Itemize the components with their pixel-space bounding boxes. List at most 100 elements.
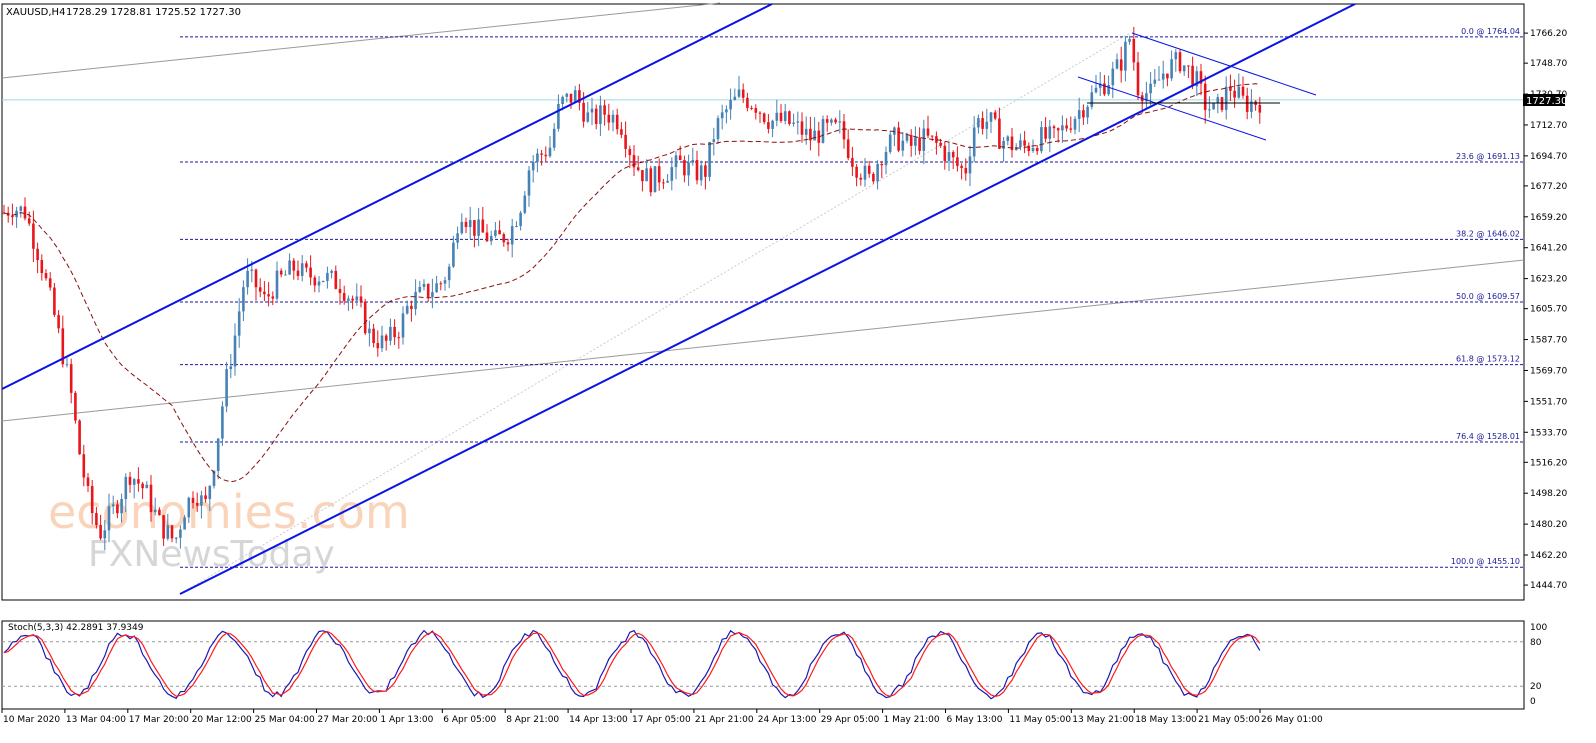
stoch-tick-label: 100 [1530, 623, 1547, 633]
x-tick-label: 20 Mar 12:00 [192, 715, 252, 725]
candle-body [1098, 83, 1102, 88]
candle-body [435, 283, 438, 293]
candle-body [48, 278, 52, 288]
candle-body [321, 280, 325, 282]
candle-body [103, 530, 107, 539]
candle-body [842, 121, 846, 140]
candle-body [116, 504, 119, 514]
candle-body [384, 335, 388, 341]
candle-body [359, 296, 363, 302]
candle-body [1077, 110, 1081, 119]
candle-body [149, 484, 153, 513]
candle-body [922, 128, 926, 151]
x-tick-label: 26 May 01:00 [1261, 715, 1323, 725]
x-tick-label: 17 Mar 20:00 [129, 715, 189, 725]
candle-body [397, 337, 401, 339]
x-tick-label: 13 Mar 04:00 [66, 715, 126, 725]
candle-body [813, 130, 816, 141]
candle-body [804, 128, 808, 135]
candle-body [548, 147, 552, 157]
candle-body [985, 121, 989, 129]
candle-body [733, 96, 737, 101]
x-tick-label: 18 May 13:00 [1135, 715, 1197, 725]
y-tick-label: 1480.20 [1530, 520, 1567, 530]
candle-body [678, 155, 682, 161]
candle-body [200, 495, 203, 506]
candle-body [741, 89, 745, 98]
y-tick-label: 1498.20 [1530, 489, 1567, 499]
candle-body [876, 163, 879, 182]
candle-body [624, 134, 627, 149]
candle-body [561, 96, 564, 104]
candle-body [351, 298, 354, 301]
candle-body [61, 328, 65, 365]
x-tick-label: 1 May 21:00 [884, 715, 940, 725]
x-tick-label: 11 May 05:00 [1009, 715, 1071, 725]
candle-body [905, 134, 909, 141]
candle-body [783, 111, 787, 121]
candle-body [44, 273, 48, 279]
candle-body [158, 509, 161, 516]
candle-body [162, 515, 165, 539]
candle-body [767, 122, 770, 129]
x-tick-label: 24 Apr 13:00 [758, 715, 817, 725]
x-tick-label: 6 May 13:00 [947, 715, 1003, 725]
x-tick-label: 1 Apr 13:00 [380, 715, 433, 725]
candle-body [195, 502, 199, 506]
fib-trendline [179, 32, 1131, 595]
candle-body [989, 112, 993, 122]
candle-body [485, 232, 489, 242]
candle-body [1216, 97, 1220, 103]
candle-body [132, 479, 136, 485]
candle-body [918, 137, 921, 151]
candle-body [422, 283, 426, 287]
candle-body [1027, 145, 1031, 151]
candle-body [851, 158, 854, 167]
candle-body [930, 135, 934, 137]
y-tick-label: 1641.20 [1530, 244, 1567, 254]
candle-body [137, 479, 140, 484]
candle-body [1233, 90, 1236, 98]
main-panel-border [1, 3, 1525, 601]
ma-line [3, 83, 1260, 483]
candle-body [1056, 128, 1060, 131]
candle-body [758, 112, 762, 114]
candle-body [884, 151, 888, 166]
fib-level-label: 50.0 @ 1609.57 [1456, 292, 1520, 301]
candle-body [473, 220, 476, 236]
candle-body [796, 121, 800, 123]
x-tick-label: 21 May 05:00 [1198, 715, 1260, 725]
candle-body [1006, 136, 1010, 141]
candle-body [242, 287, 245, 312]
candle-body [998, 118, 1001, 149]
candle-body [69, 364, 73, 393]
candle-body [716, 118, 720, 140]
candle-body [1061, 125, 1064, 131]
candle-body [216, 438, 220, 471]
moving-average [3, 83, 1260, 483]
x-tick-label: 25 Mar 04:00 [255, 715, 315, 725]
candle-body [510, 226, 514, 245]
stoch-tick-label: 0 [1530, 697, 1536, 707]
fib-level-label: 61.8 @ 1573.12 [1456, 355, 1520, 364]
candle-body [544, 154, 548, 157]
candle-body [342, 293, 346, 301]
candle-body [1023, 140, 1026, 146]
candle-body [1019, 140, 1022, 148]
x-tick-label: 13 May 21:00 [1072, 715, 1134, 725]
candle-body [1245, 95, 1249, 112]
candle-body [636, 167, 640, 171]
candle-body [82, 454, 86, 478]
candle-body [23, 206, 27, 219]
candle-body [334, 270, 338, 289]
y-tick-label: 1444.70 [1530, 581, 1567, 591]
candle-body [426, 283, 430, 298]
ref-line-upper [1, 2, 721, 79]
candle-body [809, 128, 812, 141]
candle-body [1094, 87, 1098, 93]
candle-body [1082, 110, 1085, 118]
x-tick-label: 6 Apr 05:00 [443, 715, 496, 725]
candle-body [1145, 93, 1148, 102]
candle-body [204, 495, 207, 499]
